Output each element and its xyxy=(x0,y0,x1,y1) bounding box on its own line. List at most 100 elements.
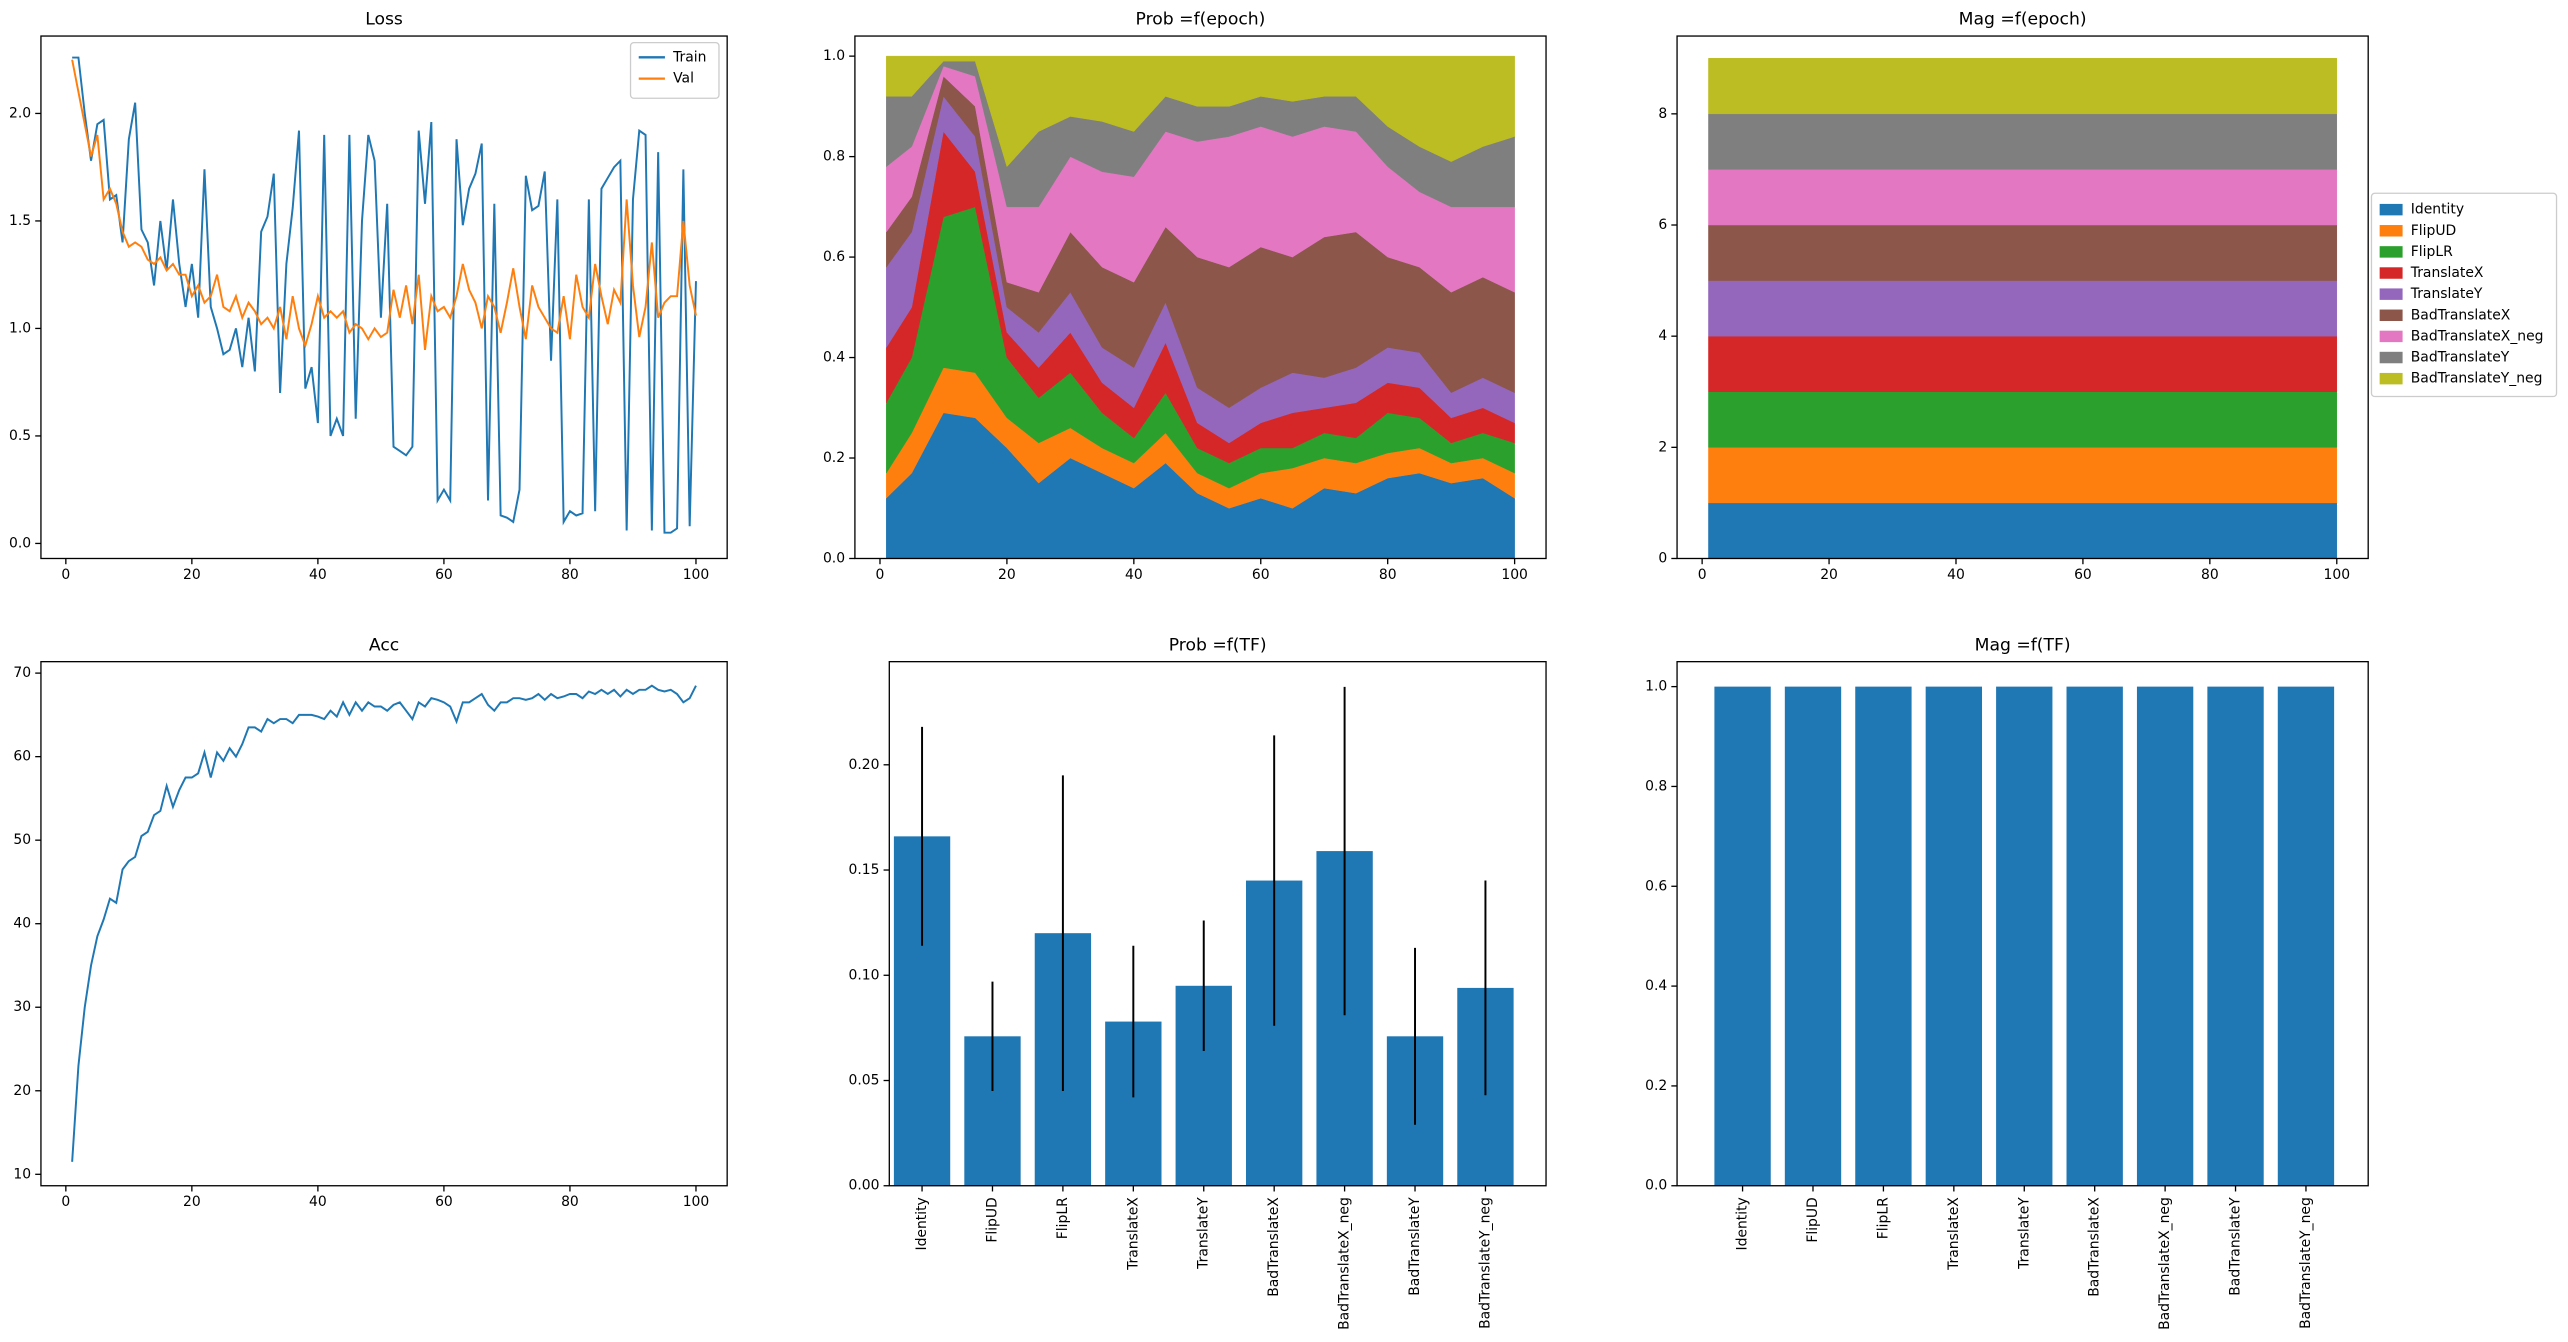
legend-label: BadTranslateY_neg xyxy=(2411,371,2543,387)
y-tick-label: 70 xyxy=(13,665,31,681)
area-series xyxy=(1708,447,2338,504)
x-tick-label: FlipUD xyxy=(984,1197,1000,1242)
x-tick-label: 100 xyxy=(2324,567,2351,583)
line-series xyxy=(71,684,697,1162)
y-tick-label: 2.0 xyxy=(9,105,31,121)
y-tick-label: 0.6 xyxy=(823,249,845,265)
bar xyxy=(1925,686,1983,1186)
bar xyxy=(1714,686,1771,1186)
bar xyxy=(1855,686,1912,1186)
x-tick-label: 60 xyxy=(1252,567,1270,583)
x-tick-label: 40 xyxy=(309,567,327,583)
line-series xyxy=(72,56,697,534)
legend-label: TranslateX xyxy=(2410,265,2484,281)
subplot-title: Prob =f(epoch) xyxy=(1136,10,1266,30)
x-tick-label: 80 xyxy=(561,1194,579,1210)
x-tick-label: BadTranslateY xyxy=(2228,1197,2244,1296)
y-tick-label: 0.2 xyxy=(823,450,845,466)
area-series xyxy=(1708,224,2338,281)
legend-swatch xyxy=(2379,330,2403,343)
x-tick-label: 0 xyxy=(61,567,70,583)
x-tick-label: 20 xyxy=(1820,567,1838,583)
legend-label: TranslateY xyxy=(2410,286,2483,302)
y-tick-label: 0.6 xyxy=(1645,878,1667,894)
axes-frame xyxy=(854,35,1547,560)
y-tick-label: 0.0 xyxy=(1645,1178,1667,1194)
x-tick-label: BadTranslateX_neg xyxy=(1337,1197,1353,1330)
x-tick-label: BadTranslateY xyxy=(1407,1197,1423,1296)
area-series xyxy=(1708,335,2338,392)
legend-frame xyxy=(2370,192,2558,398)
axes-frame xyxy=(1676,35,2369,560)
x-tick-label: 80 xyxy=(2201,567,2219,583)
y-tick-label: 0.05 xyxy=(849,1073,880,1089)
axes-frame xyxy=(40,35,728,560)
subplot: Acc 10 20 30 40 50 60 70 0 20 40 60 80 100 xyxy=(13,635,728,1210)
x-tick-label: 100 xyxy=(683,1194,710,1210)
subplot-title: Mag =f(TF) xyxy=(1975,635,2071,655)
legend-label: BadTranslateX xyxy=(2411,307,2511,323)
subplot-title: Acc xyxy=(369,635,399,655)
y-tick-label: 0.4 xyxy=(1645,978,1667,994)
x-tick-label: 80 xyxy=(1379,567,1397,583)
y-tick-label: 20 xyxy=(13,1083,31,1099)
x-tick-label: 40 xyxy=(309,1194,327,1210)
bar xyxy=(2277,686,2335,1186)
x-tick-label: BadTranslateY_neg xyxy=(1477,1197,1493,1329)
x-tick-label: 0 xyxy=(61,1194,70,1210)
y-tick-label: 2 xyxy=(1658,439,1667,455)
y-tick-label: 0 xyxy=(1658,550,1667,566)
area-series xyxy=(1708,113,2338,170)
x-tick-label: 60 xyxy=(435,1194,453,1210)
subplot: Prob =f(epoch) 0.0 0.2 0.4 0.6 0.8 1.0 0 20 40 60 8… xyxy=(823,10,1547,583)
y-tick-label: 0.0 xyxy=(9,535,31,551)
x-tick-label: 60 xyxy=(435,567,453,583)
legend-swatch xyxy=(2379,203,2403,216)
subplot-title: Prob =f(TF) xyxy=(1169,635,1267,655)
x-tick-label: TranslateX xyxy=(1946,1197,1962,1271)
y-tick-label: 10 xyxy=(13,1166,31,1182)
area-series xyxy=(1708,502,2338,559)
x-tick-label: BadTranslateY_neg xyxy=(2298,1197,2314,1329)
legend-label: BadTranslateX_neg xyxy=(2411,328,2544,344)
x-tick-label: 0 xyxy=(1698,567,1707,583)
axes-frame xyxy=(1676,661,2369,1187)
area-series xyxy=(1708,280,2338,337)
y-tick-label: 0.0 xyxy=(823,550,845,566)
area-series xyxy=(886,55,1515,168)
y-tick-label: 50 xyxy=(13,832,31,848)
y-tick-label: 30 xyxy=(13,999,31,1015)
legend-label: BadTranslateY xyxy=(2411,350,2510,366)
y-tick-label: 0.20 xyxy=(849,757,880,773)
legend-swatch xyxy=(2379,246,2403,258)
bar xyxy=(1996,686,2053,1186)
y-tick-label: 0.10 xyxy=(849,967,880,983)
x-tick-label: FlipLR xyxy=(1055,1197,1071,1239)
line-series xyxy=(71,59,697,351)
x-tick-label: 40 xyxy=(1125,567,1143,583)
y-tick-label: 0.8 xyxy=(1645,778,1667,794)
x-tick-label: 40 xyxy=(1947,567,1965,583)
legend-label: FlipLR xyxy=(2411,244,2453,260)
y-tick-label: 1.0 xyxy=(1645,679,1667,695)
subplot: Loss 0.0 0.5 1.0 1.5 2.0 0 20 40 60 80 100 Train Val xyxy=(9,10,728,583)
x-tick-label: TranslateY xyxy=(2016,1197,2032,1270)
x-tick-label: 100 xyxy=(683,567,710,583)
bar xyxy=(2207,686,2264,1186)
bar xyxy=(2066,686,2123,1186)
y-tick-label: 4 xyxy=(1658,328,1667,344)
legend-swatch xyxy=(2379,225,2403,237)
y-tick-label: 60 xyxy=(13,749,31,765)
x-tick-label: Identity xyxy=(914,1197,930,1250)
legend-swatch xyxy=(2379,267,2403,279)
x-tick-label: 20 xyxy=(183,1194,201,1210)
x-tick-label: 60 xyxy=(2074,567,2092,583)
legend: Train Val xyxy=(629,41,720,99)
x-tick-label: FlipLR xyxy=(1875,1197,1891,1239)
y-tick-label: 0.8 xyxy=(823,149,845,165)
x-tick-label: 20 xyxy=(183,567,201,583)
y-tick-label: 1.5 xyxy=(9,213,31,229)
area-series xyxy=(1708,391,2338,448)
